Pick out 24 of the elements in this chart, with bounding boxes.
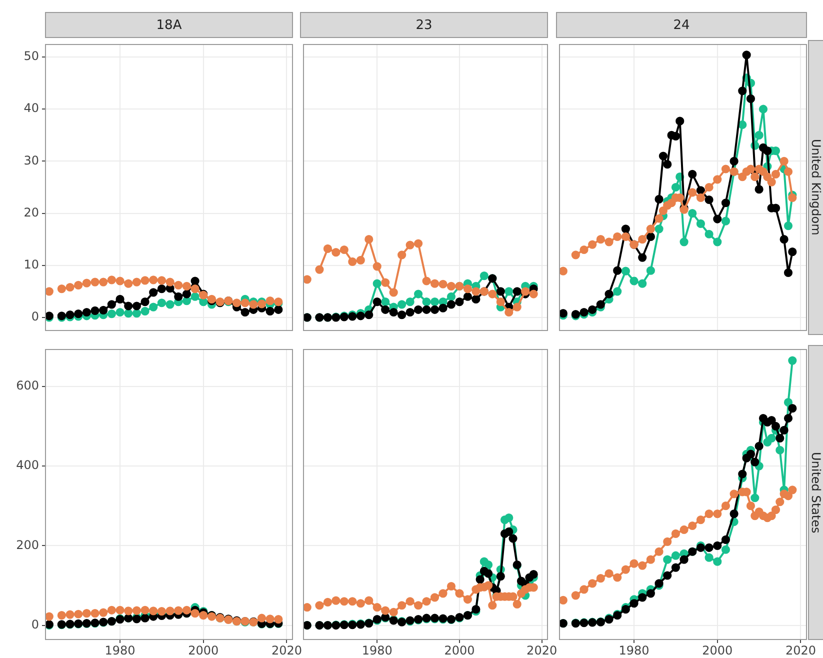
y-tick-label: 50 bbox=[24, 49, 39, 64]
y-tick-label: 0 bbox=[31, 310, 39, 324]
x-tick-label: 1980 bbox=[618, 643, 650, 658]
x-tick-label: 2020 bbox=[526, 643, 558, 658]
y-tick-label: 20 bbox=[24, 205, 39, 220]
y-tick-label: 200 bbox=[16, 538, 39, 552]
y-tick-label: 600 bbox=[16, 378, 39, 393]
y-tick-label: 40 bbox=[24, 101, 39, 116]
y-tick-label: 30 bbox=[24, 153, 39, 168]
chart-title: 18A bbox=[45, 12, 293, 38]
x-tick-label: 2020 bbox=[785, 643, 816, 658]
text: United Kingdom bbox=[808, 40, 823, 335]
y-tick-label: 0 bbox=[31, 617, 39, 632]
x-tick-label: 2000 bbox=[188, 643, 219, 658]
chart-title: 23 bbox=[300, 12, 548, 38]
chart-title: 24 bbox=[556, 12, 807, 38]
text: United States bbox=[808, 345, 823, 640]
x-tick-label: 2020 bbox=[271, 643, 302, 658]
x-tick-label: 1980 bbox=[362, 643, 392, 658]
y-tick-label: 10 bbox=[24, 257, 39, 272]
x-tick-label: 2000 bbox=[444, 643, 475, 658]
x-tick-label: 2000 bbox=[702, 643, 733, 658]
x-tick-label: 1980 bbox=[104, 643, 136, 658]
y-tick-label: 400 bbox=[16, 458, 39, 472]
